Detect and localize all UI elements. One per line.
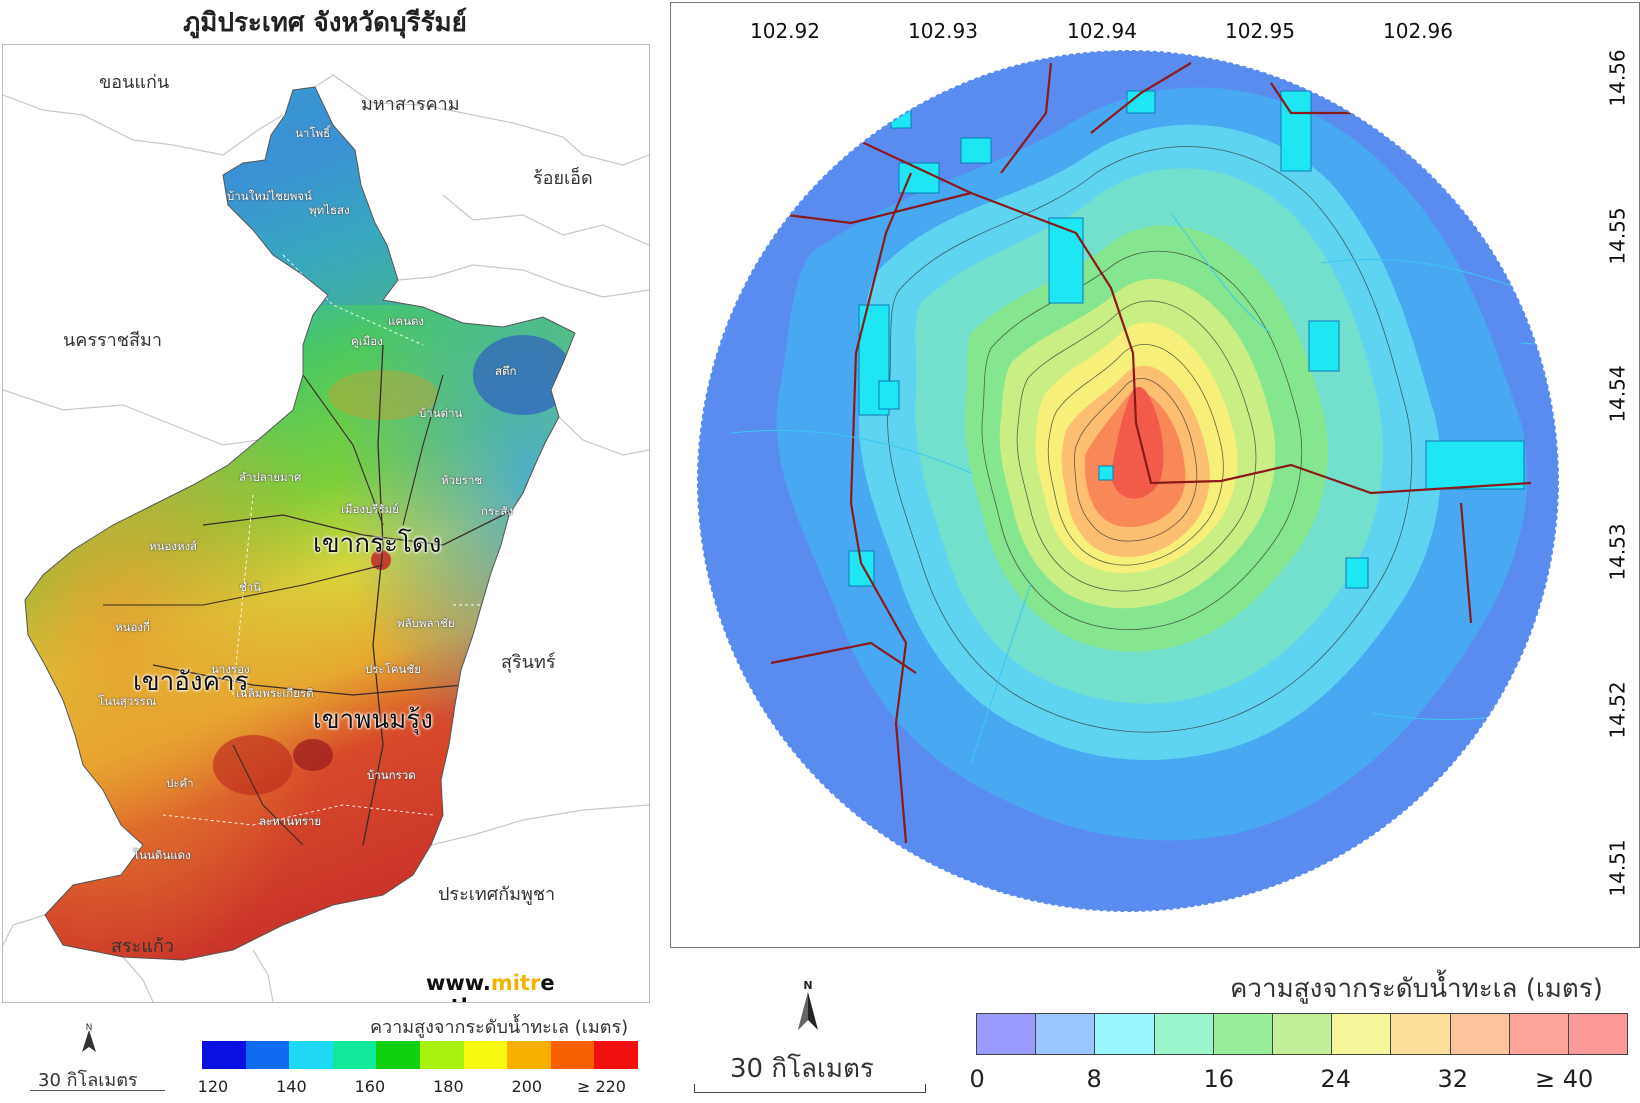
- legend-tick-label: 8: [1086, 1065, 1102, 1093]
- peak-khao-angkhan: เขาอังคาร: [133, 667, 249, 697]
- legend-swatch: [202, 1041, 246, 1069]
- left-map-title: ภูมิประเทศ จังหวัดบุรีรัมย์: [183, 8, 467, 38]
- legend-swatch: [1508, 1014, 1568, 1054]
- legend-swatch: [1153, 1014, 1213, 1054]
- north-arrow-label: N: [803, 979, 812, 992]
- district-label: โนนดินแดง: [133, 848, 191, 862]
- peak-khao-phanom-rung: เขาพนมรุ้ง: [313, 705, 433, 735]
- left-map-frame: ขอนแก่น มหาสารคาม ร้อยเอ็ด นครราชสีมา สุ…: [2, 44, 650, 1003]
- right-map-frame: 102.92 102.93 102.94 102.95 102.96 14.56…: [670, 2, 1640, 948]
- legend-swatch: [1390, 1014, 1450, 1054]
- legend-tick-label: 16: [1203, 1065, 1235, 1093]
- latitude-label: 14.52: [1605, 681, 1630, 739]
- north-arrow-icon: N: [82, 1023, 96, 1052]
- district-label: เมืองบุรีรัมย์: [341, 502, 400, 516]
- legend-swatch: [245, 1041, 290, 1069]
- longitude-label: 102.93: [908, 19, 978, 43]
- label-khon-kaen: ขอนแก่น: [99, 72, 170, 93]
- province-borders: [3, 74, 649, 1002]
- legend-tick-label: 120: [197, 1077, 229, 1096]
- legend-tick-label: 0: [969, 1065, 985, 1093]
- left-legend-title: ความสูงจากระดับน้ำทะเล (เมตร): [370, 1017, 629, 1038]
- left-legend-ticks: 120 140 160 180 200 ≥ 220: [198, 1077, 638, 1101]
- left-legend-ramp: [202, 1041, 638, 1069]
- district-label: สตึก: [495, 364, 517, 378]
- legend-tick-label: 32: [1437, 1065, 1469, 1093]
- legend-tick-label: 200: [511, 1077, 543, 1096]
- legend-tick-label: 140: [276, 1077, 307, 1096]
- label-maha-sarakham: มหาสารคาม: [361, 94, 460, 115]
- legend-tick-label: 24: [1320, 1065, 1352, 1093]
- legend-swatch: [594, 1041, 638, 1069]
- legend-swatch: [1331, 1014, 1391, 1054]
- label-nakhon-ratchasima: นครราชสีมา: [63, 330, 162, 351]
- district-label: บ้านกรวด: [367, 768, 416, 782]
- left-scale-bar: [30, 1090, 165, 1091]
- buriram-relief-map: [3, 74, 649, 1002]
- legend-swatch: [1035, 1014, 1095, 1054]
- legend-swatch: [376, 1041, 420, 1069]
- label-sa-kaeo: สระแก้ว: [111, 936, 174, 957]
- right-scale-label: 30 กิโลเมตร: [730, 1054, 874, 1084]
- legend-swatch: [289, 1041, 333, 1069]
- district-label: นาโพธิ์: [295, 126, 331, 140]
- legend-swatch: [419, 1041, 464, 1069]
- legend-swatch: [1449, 1014, 1509, 1054]
- legend-tick-label: 180: [433, 1077, 464, 1096]
- website-link[interactable]: www.mitre​arth.org: [426, 971, 555, 1002]
- district-label: พลับพลาชัย: [397, 616, 455, 630]
- district-label: บ้านด่าน: [419, 406, 463, 420]
- district-label: โนนสุวรรณ: [98, 694, 157, 708]
- longitude-label: 102.96: [1383, 19, 1453, 43]
- legend-tick-label: 160: [354, 1077, 386, 1096]
- district-label: พุทไธสง: [309, 203, 350, 217]
- left-scale-label: 30 กิโลเมตร: [38, 1070, 138, 1091]
- latitude-label: 14.54: [1605, 365, 1630, 423]
- north-arrow-icon: N: [798, 979, 818, 1030]
- legend-swatch: [1094, 1014, 1154, 1054]
- district-label: ชำนิ: [239, 580, 262, 594]
- right-legend-ticks: 0 8 16 24 32 ≥ 40: [970, 1065, 1626, 1099]
- longitude-label: 102.95: [1225, 19, 1295, 43]
- longitude-label: 102.92: [750, 19, 820, 43]
- latitude-label: 14.56: [1605, 49, 1630, 107]
- district-label: นางรอง: [211, 662, 250, 676]
- label-surin: สุรินทร์: [501, 652, 556, 673]
- legend-swatch: [507, 1041, 551, 1069]
- legend-swatch: [463, 1041, 508, 1069]
- district-label: แคนดง: [388, 314, 425, 328]
- legend-tick-label: ≥ 40: [1535, 1065, 1594, 1093]
- legend-swatch: [550, 1041, 595, 1069]
- district-label: หนองหงส์: [149, 539, 198, 553]
- district-label: ห้วยราช: [441, 473, 483, 487]
- legend-tick-label: ≥ 220: [576, 1077, 626, 1096]
- district-label: กระสัง: [481, 504, 513, 518]
- right-scale-bar: [694, 1084, 926, 1093]
- district-label: ลำปลายมาศ: [239, 470, 302, 484]
- longitude-label: 102.94: [1067, 19, 1137, 43]
- district-label: ปะคำ: [166, 776, 194, 790]
- north-arrow-label: N: [86, 1023, 93, 1033]
- right-legend-title: ความสูงจากระดับน้ำทะเล (เมตร): [1230, 974, 1603, 1004]
- district-label: เฉลิมพระเกียรติ: [236, 686, 314, 700]
- legend-swatch: [1212, 1014, 1272, 1054]
- label-roi-et: ร้อยเอ็ด: [533, 168, 593, 189]
- legend-swatch: [332, 1041, 377, 1069]
- legend-swatch: [1271, 1014, 1332, 1054]
- khao-kradong-contour-map: [697, 50, 1559, 912]
- district-lines: [103, 254, 524, 846]
- right-legend-ramp: [976, 1013, 1628, 1055]
- latitude-label: 14.51: [1605, 839, 1630, 897]
- peak-khao-kradong: เขากระโดง: [313, 529, 442, 559]
- latitude-label: 14.55: [1605, 207, 1630, 265]
- latitude-label: 14.53: [1605, 523, 1630, 581]
- district-label: หนองกี่: [115, 620, 150, 634]
- district-label: บ้านใหม่ไชยพจน์: [227, 189, 312, 203]
- district-label: ประโคนชัย: [365, 662, 421, 676]
- district-label: ละหานทราย: [259, 814, 322, 828]
- district-label: คูเมือง: [351, 334, 383, 348]
- legend-swatch: [1567, 1014, 1628, 1054]
- label-cambodia: ประเทศกัมพูชา: [438, 884, 556, 905]
- legend-swatch: [977, 1014, 1036, 1054]
